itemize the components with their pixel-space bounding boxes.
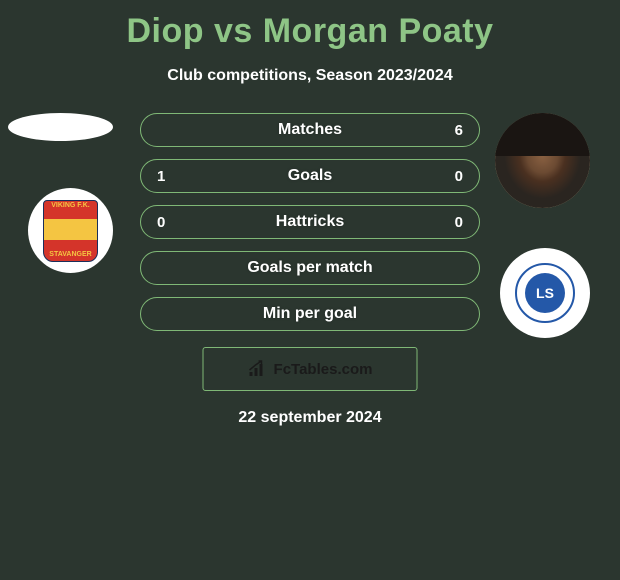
stat-left-value: 1 xyxy=(157,168,165,185)
stat-label: Min per goal xyxy=(263,305,357,323)
subtitle: Club competitions, Season 2023/2024 xyxy=(0,67,620,85)
lausanne-inner-icon: LS xyxy=(525,273,565,313)
stat-row-min-per-goal: Min per goal xyxy=(140,297,480,331)
lausanne-letters: LS xyxy=(536,285,554,301)
stat-row-hattricks: 0 Hattricks 0 xyxy=(140,205,480,239)
title-vs: vs xyxy=(214,12,253,50)
page-title: Diop vs Morgan Poaty xyxy=(0,0,620,51)
player-left-club-badge: VIKING F.K. STAVANGER xyxy=(28,188,113,273)
title-player2: Morgan Poaty xyxy=(263,12,494,50)
stat-left-value: 0 xyxy=(157,214,165,231)
player-right-column xyxy=(495,113,590,220)
stat-label: Hattricks xyxy=(276,213,344,231)
player-right-avatar xyxy=(495,113,590,208)
stat-row-goals: 1 Goals 0 xyxy=(140,159,480,193)
avatar-hair-icon xyxy=(495,113,590,156)
viking-badge-icon: VIKING F.K. STAVANGER xyxy=(43,200,98,262)
stats-container: Matches 6 1 Goals 0 0 Hattricks 0 Goals … xyxy=(140,113,480,343)
stat-label: Goals per match xyxy=(247,259,372,277)
content-area: VIKING F.K. STAVANGER LS Matches 6 1 Goa… xyxy=(0,113,620,453)
title-player1: Diop xyxy=(126,12,204,50)
viking-text-bottom: STAVANGER xyxy=(44,251,97,258)
stat-right-value: 0 xyxy=(455,214,463,231)
chart-icon xyxy=(248,360,268,378)
date-text: 22 september 2024 xyxy=(238,409,381,427)
lausanne-badge-icon: LS xyxy=(515,263,575,323)
player-left-avatar-placeholder xyxy=(8,113,113,141)
player-left-column xyxy=(8,113,113,179)
stat-label: Matches xyxy=(278,121,342,139)
player-right-club-badge: LS xyxy=(500,248,590,338)
stat-label: Goals xyxy=(288,167,332,185)
viking-text-top: VIKING F.K. xyxy=(44,202,97,209)
stat-right-value: 0 xyxy=(455,168,463,185)
stat-row-matches: Matches 6 xyxy=(140,113,480,147)
fctables-brand-box: FcTables.com xyxy=(203,347,418,391)
stat-row-goals-per-match: Goals per match xyxy=(140,251,480,285)
fctables-text: FcTables.com xyxy=(274,361,373,378)
stat-right-value: 6 xyxy=(455,122,463,139)
